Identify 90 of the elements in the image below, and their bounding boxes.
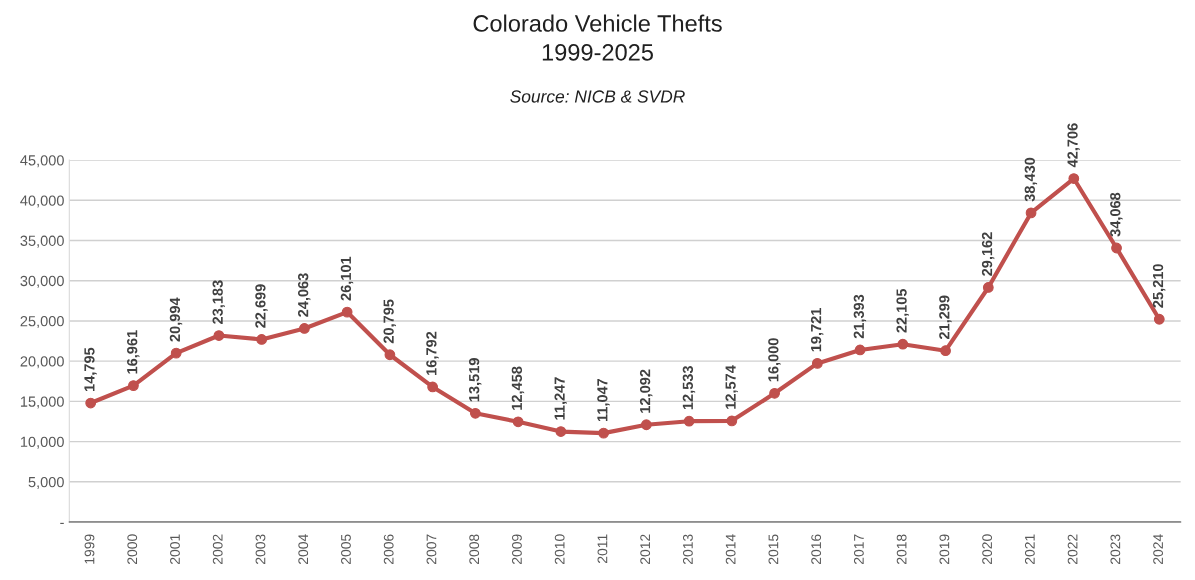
data-label: 11,247: [554, 377, 567, 420]
data-label: 12,574: [725, 365, 738, 409]
data-label: 16,000: [768, 338, 781, 382]
data-label: 22,105: [896, 288, 909, 333]
point: [427, 381, 439, 393]
point: [85, 397, 97, 409]
data-label: 38,430: [1024, 157, 1038, 202]
x-tick-label: 2004: [298, 534, 309, 564]
y-tick-label: 20,000: [20, 356, 64, 369]
point: [1025, 207, 1037, 219]
point: [1111, 242, 1122, 254]
point: [213, 330, 225, 341]
y-tick-label: 30,000: [20, 275, 64, 288]
y-tick-label: 10,000: [20, 436, 64, 449]
point: [811, 358, 823, 369]
y-tick-label: 5,000: [28, 476, 64, 489]
x-tick-label: 2010: [554, 534, 565, 564]
point: [256, 334, 268, 345]
point: [299, 323, 310, 334]
x-tick-label: 1999: [84, 534, 95, 564]
y-tick-label: 35,000: [20, 235, 64, 248]
x-tick-label: 2009: [512, 534, 522, 564]
y-tick-label: 15,000: [20, 396, 64, 409]
x-tick-label: 2013: [682, 534, 693, 564]
x-tick-label: 2022: [1067, 534, 1078, 564]
chart-title: Colorado Vehicle Thefts 1999-2025: [473, 14, 722, 61]
point: [384, 349, 396, 361]
x-tick-label: 2012: [640, 534, 651, 564]
point: [854, 344, 866, 356]
point: [598, 427, 609, 439]
point: [726, 415, 738, 427]
x-tick-label: 2001: [170, 534, 180, 564]
point: [470, 407, 481, 419]
point: [940, 345, 951, 357]
x-tick-label: 2020: [982, 534, 993, 564]
data-label: 23,183: [212, 280, 225, 324]
x-tick-label: 2000: [127, 534, 138, 564]
data-label: 11,047: [597, 378, 610, 422]
data-label: 34,068: [1110, 192, 1123, 237]
data-label: 12,092: [639, 369, 653, 413]
data-label: 16,792: [426, 331, 439, 375]
x-tick-label: 2015: [768, 534, 779, 564]
point: [1153, 313, 1165, 325]
point: [982, 282, 994, 293]
data-label: 20,994: [169, 297, 183, 342]
data-label: 19,721: [810, 308, 824, 352]
data-label: 21,393: [853, 294, 867, 339]
x-tick-label: 2024: [1153, 534, 1164, 564]
data-label: 12,533: [682, 366, 696, 410]
x-tick-label: 2008: [469, 534, 480, 564]
point: [128, 380, 139, 391]
x-tick-label: 2014: [725, 534, 736, 564]
data-label: 22,699: [255, 284, 268, 328]
point: [341, 306, 353, 318]
x-tick-label: 2016: [811, 534, 822, 564]
data-label: 13,519: [468, 358, 482, 402]
point: [555, 426, 567, 437]
data-label: 16,961: [127, 330, 140, 374]
point: [1068, 173, 1080, 184]
data-label: 12,458: [511, 366, 525, 410]
chart-subtitle: Source: NICB & SVDR: [510, 90, 685, 103]
y-tick-label: 40,000: [20, 195, 64, 208]
x-tick-label: 2005: [341, 534, 351, 564]
point: [640, 419, 652, 431]
x-tick-label: 2021: [1024, 534, 1035, 564]
point: [897, 338, 909, 350]
x-tick-label: 2017: [853, 534, 864, 564]
x-tick-label: 2023: [1110, 534, 1121, 564]
y-tick-label: 45,000: [20, 155, 64, 168]
x-tick-label: 2006: [383, 534, 394, 564]
data-label: 14,795: [84, 347, 97, 391]
y-tick-label: -: [60, 522, 64, 524]
x-tick-label: 2011: [597, 534, 608, 563]
point: [170, 347, 182, 359]
data-label: 20,795: [383, 299, 396, 344]
y-tick-label: 25,000: [20, 316, 64, 329]
data-label: 21,299: [939, 295, 952, 340]
x-tick-label: 2019: [939, 534, 950, 564]
x-tick-label: 2007: [426, 534, 437, 564]
data-label: 26,101: [340, 256, 354, 301]
point: [769, 387, 780, 399]
x-tick-label: 2003: [255, 534, 266, 564]
data-label: 24,063: [297, 273, 311, 317]
data-label: 42,706: [1067, 123, 1080, 168]
point: [683, 415, 695, 427]
point: [512, 416, 524, 428]
x-tick-label: 2018: [896, 534, 907, 564]
data-label: 29,162: [981, 232, 995, 276]
x-tick-label: 2002: [212, 534, 223, 564]
data-label: 25,210: [1152, 264, 1166, 308]
